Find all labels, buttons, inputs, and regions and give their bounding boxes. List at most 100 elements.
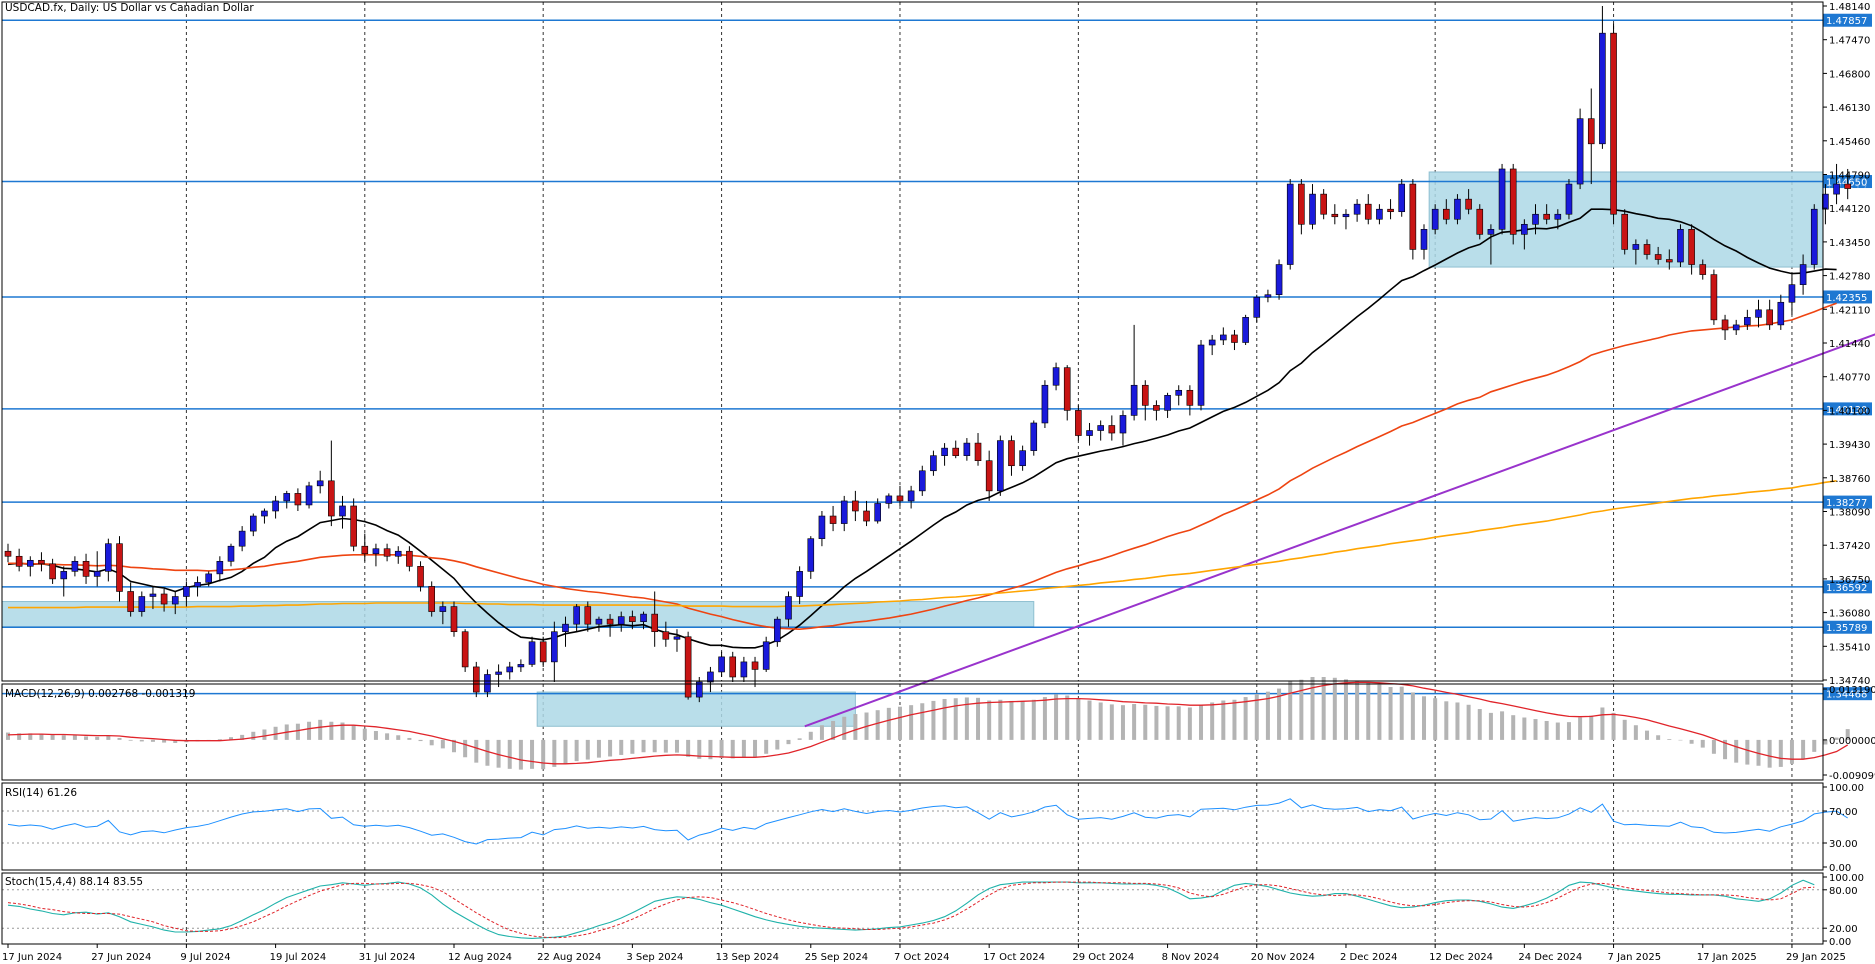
- macd-bar: [730, 739, 735, 759]
- level-label: 1.38277: [1826, 498, 1867, 509]
- macd-bar: [217, 739, 222, 740]
- level-label: 1.44650: [1826, 178, 1867, 189]
- macd-bar: [1566, 722, 1571, 740]
- macd-bar: [1477, 709, 1482, 740]
- hidden-level-label: 1.44517: [1826, 184, 1867, 195]
- macd-bar: [686, 739, 691, 757]
- candle: [394, 546, 402, 564]
- candle: [417, 561, 424, 592]
- candle: [15, 548, 23, 572]
- candle: [305, 481, 313, 509]
- macd-bar: [976, 697, 981, 740]
- candle: [38, 552, 45, 572]
- candle: [1220, 327, 1227, 346]
- trendline-layer[interactable]: [804, 242, 1875, 728]
- candle: [852, 490, 859, 522]
- candle: [183, 581, 190, 607]
- candle: [472, 661, 480, 698]
- stoch-main-line: [7, 879, 1815, 939]
- macd-bar: [61, 735, 66, 740]
- macd-bar: [1243, 697, 1248, 740]
- macd-bar: [797, 738, 802, 740]
- macd-bar: [128, 739, 133, 741]
- macd-bar: [1578, 717, 1583, 740]
- y-tick-label: 1.35410: [1829, 642, 1870, 653]
- macd-bar: [1377, 684, 1382, 740]
- candle: [930, 450, 937, 476]
- candle: [1431, 204, 1439, 235]
- macd-signal-line: [7, 681, 1849, 765]
- candle: [584, 601, 592, 632]
- x-tick-label: 7 Jan 2025: [1608, 952, 1662, 963]
- candle: [874, 498, 881, 524]
- macd-bar: [530, 739, 535, 769]
- x-tick-label: 29 Oct 2024: [1072, 952, 1134, 963]
- macd-bar: [1232, 699, 1237, 740]
- y-tick-label: 1.40100: [1829, 406, 1870, 417]
- macd-bar: [741, 739, 746, 758]
- macd-bar: [1065, 695, 1070, 740]
- candle: [1610, 23, 1617, 225]
- candle: [573, 604, 580, 632]
- candle: [1052, 362, 1060, 391]
- macd-bar: [808, 731, 813, 740]
- macd-bar: [39, 733, 44, 740]
- macd-bar: [1355, 680, 1360, 740]
- candle: [1822, 184, 1829, 225]
- rsi-panel: [2, 798, 1848, 845]
- y-tick-label: 1.38090: [1829, 508, 1870, 519]
- macd-bar: [507, 739, 512, 769]
- trendline[interactable]: [804, 242, 1875, 728]
- candle: [562, 616, 569, 647]
- x-tick-label: 12 Dec 2024: [1429, 952, 1493, 963]
- macd-bar: [251, 731, 256, 740]
- candle: [818, 510, 826, 547]
- candle: [1632, 239, 1640, 265]
- candle: [439, 601, 447, 625]
- macd-bar: [1656, 735, 1661, 740]
- candle: [1208, 334, 1216, 356]
- y-tick-label: 1.48140: [1829, 2, 1870, 13]
- candle: [116, 536, 123, 602]
- moving-averages: [7, 208, 1837, 649]
- macd-bar: [1288, 681, 1293, 740]
- candle: [1565, 179, 1573, 220]
- macd-bar: [775, 739, 780, 750]
- macd-bar: [295, 723, 300, 740]
- candle: [606, 614, 614, 637]
- indicator-y-label: 100.00: [1829, 873, 1864, 884]
- macd-bar: [1444, 701, 1449, 740]
- indicator-y-label: 70.00: [1829, 807, 1858, 818]
- macd-bar: [563, 739, 568, 765]
- macd-bar: [786, 739, 791, 745]
- indicator-y-label: -0.009099: [1829, 771, 1875, 782]
- macd-panel: [6, 677, 1850, 770]
- candle: [1275, 259, 1283, 300]
- macd-bar: [697, 739, 702, 759]
- candle: [339, 495, 346, 529]
- macd-bar: [630, 739, 635, 754]
- candle: [1710, 269, 1718, 325]
- level-label: 1.40130: [1826, 405, 1867, 416]
- macd-bar: [1667, 739, 1672, 740]
- ma-fast-line: [7, 208, 1837, 649]
- candle: [1498, 163, 1506, 235]
- macd-bar: [663, 739, 668, 753]
- candle: [249, 513, 257, 537]
- candle: [1364, 194, 1372, 225]
- candle: [1755, 299, 1762, 328]
- candle: [1286, 179, 1294, 270]
- candle: [4, 543, 12, 563]
- macd-bar: [831, 720, 836, 740]
- horizontal-levels[interactable]: 1.47857 1.44650 1.42355 1.40130 1.38277 1.365…: [2, 13, 1872, 701]
- candle: [160, 588, 168, 612]
- macd-bar: [463, 739, 468, 758]
- macd-bar: [1277, 688, 1282, 740]
- candle: [383, 543, 391, 562]
- candle: [1164, 392, 1171, 418]
- candle: [651, 591, 658, 647]
- y-tick-label: 1.40770: [1829, 373, 1870, 384]
- candle: [1465, 189, 1472, 215]
- price-zone[interactable]: [536, 691, 856, 727]
